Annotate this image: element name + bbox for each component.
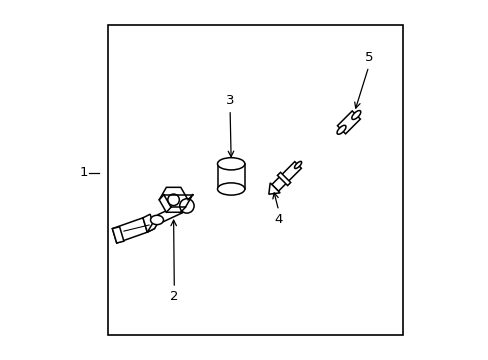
- Ellipse shape: [294, 161, 301, 168]
- Polygon shape: [159, 187, 187, 212]
- Polygon shape: [112, 218, 147, 243]
- Ellipse shape: [217, 158, 244, 170]
- Polygon shape: [158, 202, 188, 222]
- Polygon shape: [268, 183, 280, 194]
- Polygon shape: [112, 227, 123, 243]
- Text: 3: 3: [225, 94, 234, 107]
- Ellipse shape: [217, 183, 244, 195]
- Text: 5: 5: [364, 51, 372, 64]
- Bar: [107, 25, 402, 335]
- Polygon shape: [277, 172, 290, 185]
- Ellipse shape: [351, 111, 360, 120]
- Ellipse shape: [167, 194, 179, 206]
- Text: 1: 1: [80, 166, 88, 179]
- Ellipse shape: [150, 215, 163, 225]
- Polygon shape: [147, 220, 160, 232]
- Polygon shape: [271, 162, 301, 191]
- Polygon shape: [337, 111, 360, 134]
- Text: 2: 2: [170, 291, 178, 303]
- Ellipse shape: [179, 199, 194, 213]
- Ellipse shape: [336, 125, 346, 134]
- Text: 4: 4: [274, 213, 283, 226]
- Polygon shape: [142, 214, 154, 232]
